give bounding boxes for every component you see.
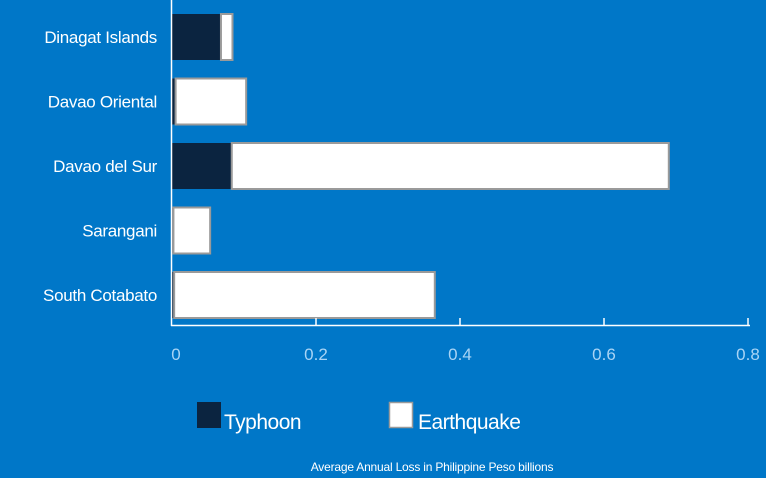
x-axis-title: Average Annual Loss in Philippine Peso b… — [311, 460, 554, 474]
legend-swatch-typhoon — [197, 402, 221, 428]
category-label: Dinagat Islands — [44, 28, 157, 47]
ticks-group: 0 0.2 0.4 0.6 0.8 — [171, 318, 760, 364]
bar-earthquake-davao-oriental — [174, 77, 248, 126]
legend-swatch-earthquake — [388, 401, 414, 429]
x-tick-label: 0.2 — [304, 345, 328, 364]
bar-typhoon-davao-del-sur — [172, 143, 232, 189]
legend: Typhoon Earthquake — [197, 401, 521, 434]
bar-earthquake-dinagat-islands — [219, 13, 234, 61]
x-tick-label: 0.6 — [592, 345, 616, 364]
bar-typhoon-davao-oriental — [172, 78, 176, 125]
bars-group — [172, 13, 670, 319]
category-label: Davao del Sur — [53, 157, 157, 176]
category-label: Davao Oriental — [48, 93, 157, 112]
bar-earthquake-south-cotabato — [173, 271, 436, 319]
x-tick-label: 0 — [171, 345, 180, 364]
category-labels-group: Dinagat Islands Davao Oriental Davao del S… — [43, 28, 158, 305]
bar-typhoon-dinagat-islands — [172, 14, 221, 60]
legend-label-earthquake: Earthquake — [418, 411, 520, 434]
bar-typhoon-south-cotabato — [172, 272, 175, 318]
bar-earthquake-davao-del-sur — [230, 142, 670, 190]
x-tick-label: 0.4 — [448, 345, 472, 364]
x-tick-label: 0.8 — [736, 345, 760, 364]
bar-earthquake-sarangani — [172, 206, 212, 255]
legend-label-typhoon: Typhoon — [224, 411, 301, 434]
category-label: South Cotabato — [43, 286, 157, 305]
category-label: Sarangani — [82, 222, 157, 241]
